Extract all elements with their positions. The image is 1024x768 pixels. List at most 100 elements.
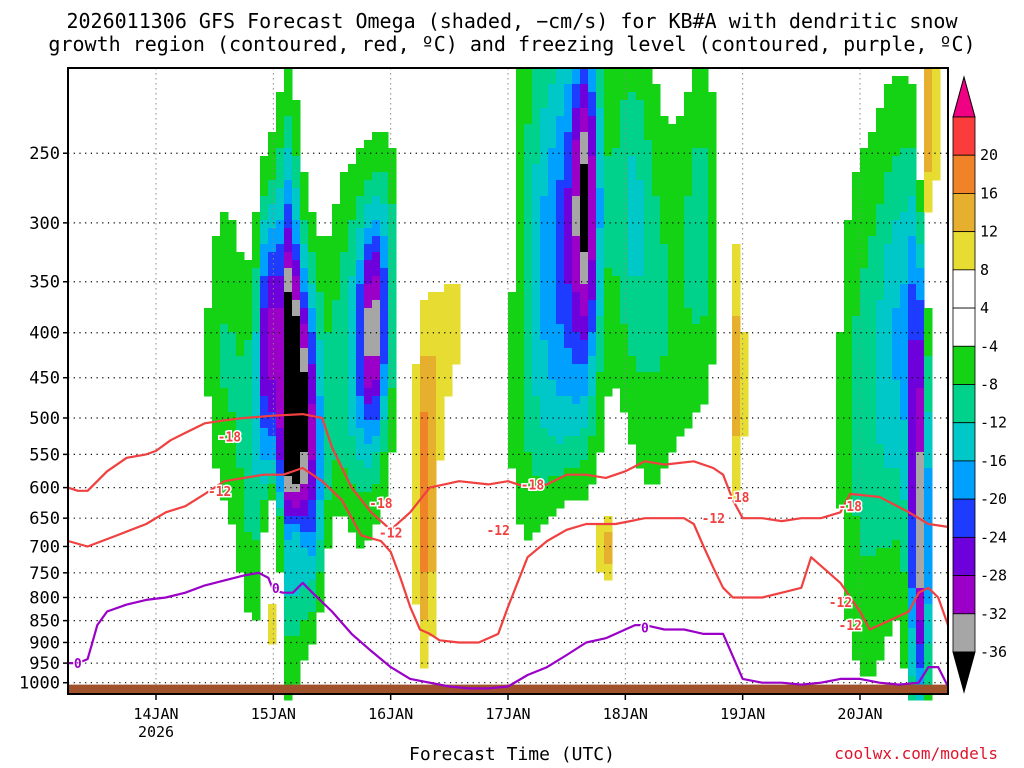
omega-cell <box>908 276 917 285</box>
omega-cell <box>916 620 925 629</box>
omega-cell <box>372 412 381 421</box>
omega-cell <box>684 300 693 309</box>
omega-cell <box>284 564 293 573</box>
omega-cell <box>252 404 261 413</box>
omega-cell <box>652 172 661 181</box>
omega-cell <box>620 316 629 325</box>
omega-cell <box>652 188 661 197</box>
omega-cell <box>420 436 429 445</box>
omega-cell <box>412 364 421 373</box>
omega-cell <box>588 332 597 341</box>
omega-cell <box>860 572 869 581</box>
omega-cell <box>652 276 661 285</box>
omega-cell <box>372 444 381 453</box>
omega-cell <box>532 108 541 117</box>
omega-cell <box>628 76 637 85</box>
omega-cell <box>268 308 277 317</box>
omega-cell <box>916 260 925 269</box>
omega-cell <box>908 268 917 277</box>
omega-cell <box>444 388 453 397</box>
omega-cell <box>252 572 261 581</box>
omega-cell <box>508 420 517 429</box>
omega-cell <box>884 524 893 533</box>
omega-cell <box>916 292 925 301</box>
omega-cell <box>652 92 661 101</box>
omega-cell <box>932 92 941 101</box>
credit-link[interactable]: coolwx.com/models <box>834 744 998 763</box>
omega-cell <box>636 412 645 421</box>
omega-cell <box>308 572 317 581</box>
omega-cell <box>252 428 261 437</box>
omega-cell <box>852 468 861 477</box>
omega-cell <box>348 380 357 389</box>
omega-cell <box>452 284 461 293</box>
colorbar-swatch <box>952 154 976 194</box>
omega-cell <box>564 236 573 245</box>
omega-cell <box>340 396 349 405</box>
omega-cell <box>284 452 293 461</box>
omega-cell <box>556 316 565 325</box>
omega-cell <box>324 460 333 469</box>
omega-cell <box>652 428 661 437</box>
omega-cell <box>260 372 269 381</box>
omega-cell <box>356 388 365 397</box>
omega-cell <box>892 492 901 501</box>
omega-cell <box>532 324 541 333</box>
omega-cell <box>900 124 909 133</box>
omega-cell <box>532 428 541 437</box>
omega-cell <box>228 252 237 261</box>
omega-cell <box>372 308 381 317</box>
omega-cell <box>580 228 589 237</box>
omega-cell <box>252 460 261 469</box>
omega-cell <box>292 300 301 309</box>
omega-cell <box>844 508 853 517</box>
omega-cell <box>660 364 669 373</box>
omega-cell <box>676 364 685 373</box>
omega-cell <box>428 460 437 469</box>
omega-cell <box>356 468 365 477</box>
omega-cell <box>204 380 213 389</box>
omega-cell <box>908 364 917 373</box>
omega-cell <box>916 340 925 349</box>
y-tick-label: 600 <box>29 479 60 499</box>
omega-cell <box>844 532 853 541</box>
omega-cell <box>292 420 301 429</box>
omega-cell <box>596 548 605 557</box>
omega-cell <box>580 412 589 421</box>
omega-cell <box>260 252 269 261</box>
omega-cell <box>844 540 853 549</box>
omega-cell <box>284 644 293 653</box>
omega-cell <box>676 348 685 357</box>
omega-cell <box>364 204 373 213</box>
omega-cell <box>876 516 885 525</box>
omega-cell <box>884 140 893 149</box>
omega-cell <box>548 84 557 93</box>
omega-cell <box>284 148 293 157</box>
omega-cell <box>900 316 909 325</box>
omega-cell <box>388 156 397 165</box>
omega-cell <box>524 364 533 373</box>
omega-cell <box>300 540 309 549</box>
omega-cell <box>700 116 709 125</box>
omega-cell <box>884 596 893 605</box>
omega-cell <box>884 132 893 141</box>
omega-cell <box>668 404 677 413</box>
omega-cell <box>388 268 397 277</box>
omega-cell <box>556 332 565 341</box>
omega-cell <box>428 580 437 589</box>
omega-cell <box>516 268 525 277</box>
omega-cell <box>412 516 421 525</box>
omega-cell <box>284 252 293 261</box>
omega-cell <box>580 348 589 357</box>
omega-cell <box>852 380 861 389</box>
omega-cell <box>236 476 245 485</box>
omega-cell <box>900 660 909 669</box>
omega-cell <box>900 284 909 293</box>
omega-cell <box>844 236 853 245</box>
omega-cell <box>868 132 877 141</box>
colorbar-tick-label: -20 <box>980 490 1007 508</box>
omega-cell <box>572 164 581 173</box>
omega-cell <box>636 260 645 269</box>
omega-cell <box>876 140 885 149</box>
